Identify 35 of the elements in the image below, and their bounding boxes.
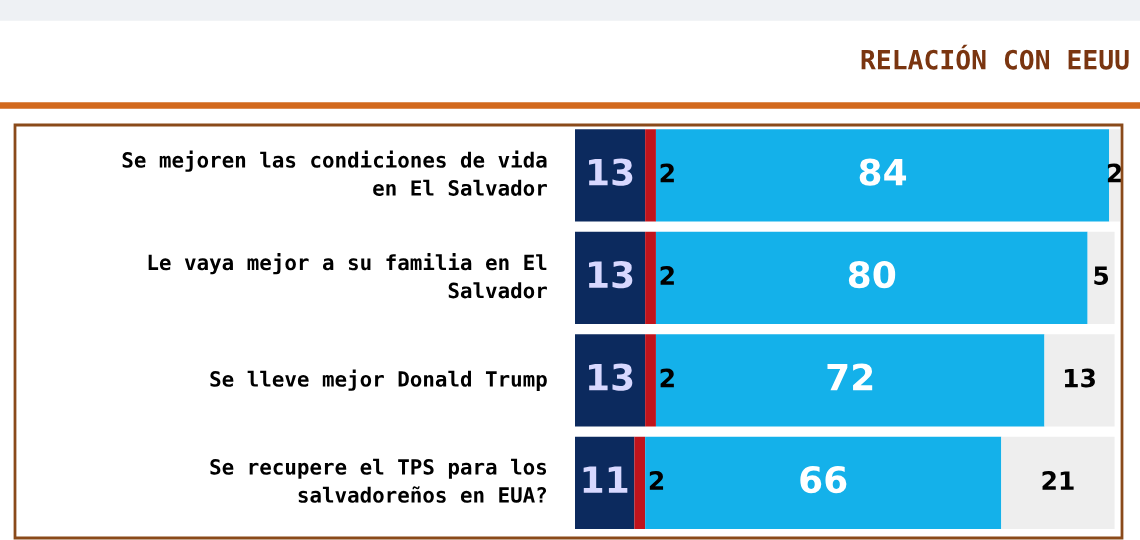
- bar: [575, 129, 646, 222]
- data-label: 21: [1042, 471, 1074, 490]
- chart-title: RELACIÓN CON EEUU: [861, 44, 1129, 70]
- data-label: 5: [1094, 266, 1109, 285]
- bar: [645, 334, 656, 427]
- data-label: 13: [1064, 368, 1095, 388]
- data-label: 84: [859, 158, 907, 186]
- data-label: 13: [589, 260, 633, 289]
- bar: [634, 436, 646, 529]
- bar: [575, 334, 646, 427]
- bar: [655, 231, 1088, 324]
- data-label: 2: [660, 266, 674, 285]
- bar: [575, 231, 646, 324]
- bar: [1044, 334, 1115, 427]
- bar: [575, 436, 635, 529]
- bar: [645, 436, 1002, 529]
- data-label: 80: [848, 260, 896, 289]
- bar: [655, 129, 1110, 222]
- data-label: 2: [649, 471, 664, 490]
- bar: [1087, 231, 1115, 324]
- bar: [645, 231, 656, 324]
- data-label: 2: [660, 368, 674, 388]
- bar: [655, 334, 1045, 427]
- data-label: 11: [583, 466, 628, 493]
- data-label: 66: [800, 465, 847, 494]
- y-tick-label: Se recupere el TPS para los salvadoreños en EUA?: [210, 458, 547, 503]
- y-tick-label: Se lleve mejor Donald Trump: [210, 369, 547, 391]
- y-tick-label: Le vaya mejor a su familia en El Salvador: [148, 253, 547, 299]
- data-label: 13: [589, 158, 633, 186]
- data-label: 13: [589, 363, 633, 391]
- data-label: 2: [660, 163, 674, 183]
- y-tick-label: Se mejoren las condiciones de vida en El Salvador: [122, 150, 547, 196]
- bar: [645, 129, 656, 222]
- data-label: 72: [827, 363, 873, 391]
- bar: [1001, 436, 1115, 529]
